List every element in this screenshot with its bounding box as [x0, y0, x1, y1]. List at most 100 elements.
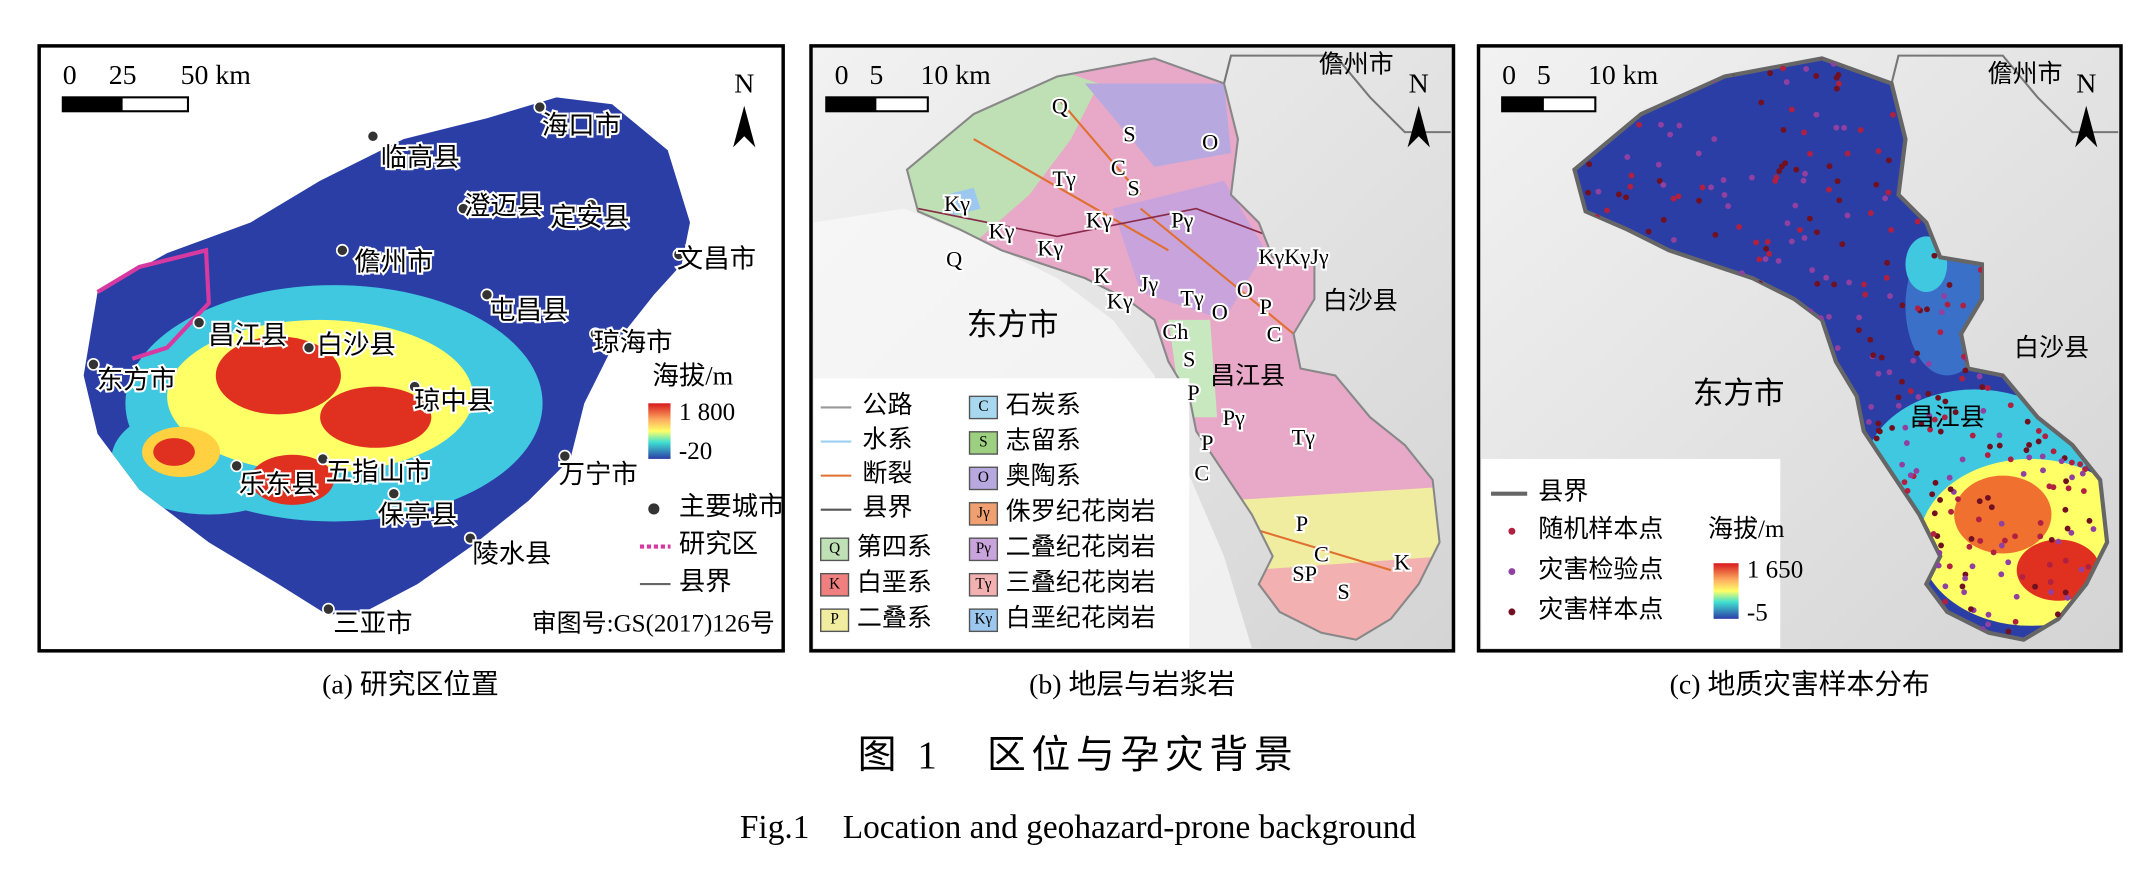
- city-dot: [302, 341, 316, 355]
- unit-label: P: [1296, 511, 1308, 536]
- sample-point: [1926, 412, 1933, 419]
- city-label: 保亭县: [378, 499, 457, 529]
- sample-point: [2055, 538, 2062, 545]
- legend-title: 海拔/m: [1708, 515, 1785, 543]
- sample-point: [2005, 559, 2012, 566]
- unit-label: S: [1337, 579, 1349, 604]
- study-area: [96, 247, 211, 361]
- legend-swatch: [968, 431, 999, 455]
- sample-point: [2040, 467, 2046, 474]
- sample-point: [2032, 583, 2038, 590]
- sample-point: [1721, 192, 1728, 198]
- unit-label: Tγ: [1292, 425, 1316, 450]
- sample-point: [1961, 589, 1968, 596]
- north-arrow: [733, 105, 756, 148]
- sample-point: [1915, 393, 1922, 400]
- sample-point: [1899, 302, 1906, 309]
- sample-point: [2077, 461, 2084, 468]
- unit-label: C: [1267, 322, 1282, 347]
- sample-point: [1987, 443, 1993, 450]
- legend-swatch: [968, 466, 999, 491]
- scale-label: 50 km: [181, 60, 252, 91]
- sample-point: [1888, 226, 1895, 233]
- unit-label: K: [1094, 263, 1110, 288]
- sample-point: [1998, 571, 2005, 578]
- unit-label: P: [1187, 380, 1199, 405]
- sample-point: [2062, 557, 2069, 564]
- sample-point: [1736, 224, 1743, 230]
- unit-label: Jγ: [1140, 272, 1159, 297]
- sample-point: [1941, 293, 1948, 299]
- sample-point: [1660, 182, 1667, 188]
- sample-point: [2085, 563, 2092, 570]
- sample-point: [1952, 409, 1959, 416]
- legend-code: Jγ: [977, 504, 990, 521]
- sample-point: [2013, 593, 2020, 600]
- unit-label: S: [1183, 347, 1195, 372]
- city-dot: [456, 202, 470, 215]
- sample-point: [2065, 485, 2072, 492]
- sample-point: [2024, 418, 2031, 425]
- sample-point: [2078, 566, 2085, 573]
- sample-point: [2062, 506, 2069, 513]
- legend-code: K: [829, 575, 840, 592]
- scale-label: 0: [63, 60, 77, 91]
- sample-point: [2069, 474, 2075, 481]
- place-label: 儋州市: [1319, 51, 1394, 79]
- unit-label: KγKγJγ: [1258, 244, 1328, 269]
- sample-point: [1947, 486, 1954, 493]
- sample-point: [2007, 402, 2014, 409]
- sample-point: [1793, 166, 1800, 173]
- north-label: N: [1409, 69, 1429, 100]
- city-label: 昌江县: [208, 320, 287, 350]
- sample-point: [1831, 281, 1838, 288]
- sample-point: [1823, 274, 1830, 281]
- sample-point: [1792, 202, 1799, 209]
- legend-code: Kγ: [975, 611, 993, 628]
- sample-point: [1944, 301, 1951, 308]
- place-label: 白沙县: [1323, 287, 1398, 315]
- sample-point: [1801, 129, 1807, 136]
- sample-point: [1959, 583, 1966, 590]
- city-dot: [463, 531, 477, 545]
- sample-point: [1813, 111, 1820, 118]
- legend-dot: [1508, 608, 1516, 616]
- sample-point: [1931, 252, 1938, 259]
- city-label: 三亚市: [333, 608, 412, 638]
- sample-point: [1984, 494, 1991, 501]
- place-label: 昌江县: [1910, 404, 1985, 432]
- sample-point: [2035, 428, 2042, 434]
- unit-label: C: [1194, 461, 1209, 486]
- sample-point: [2048, 589, 2054, 596]
- sample-point: [1784, 220, 1791, 227]
- city-dot: [316, 452, 330, 466]
- colorbar: [648, 403, 671, 459]
- legend-label: 石炭系: [1006, 391, 1081, 419]
- scale-label: 10 km: [920, 60, 991, 91]
- sample-point: [2042, 433, 2049, 440]
- sample-point: [1645, 228, 1652, 235]
- legend-label: 二叠系: [857, 604, 932, 632]
- sample-point: [1655, 161, 1662, 168]
- legend-code: C: [978, 398, 988, 415]
- sample-point: [1937, 428, 1944, 435]
- scale-bar: [1502, 97, 1544, 112]
- sample-point: [1884, 259, 1891, 266]
- sample-point: [1670, 195, 1677, 202]
- sample-point: [1960, 302, 1967, 309]
- sample-point: [1902, 424, 1909, 431]
- sample-point: [1695, 150, 1702, 157]
- sample-point: [1708, 184, 1714, 191]
- sample-point: [1855, 327, 1862, 334]
- scale-bar: [826, 97, 877, 112]
- legend-label: 白垩系: [857, 569, 932, 597]
- unit-label: C: [1314, 541, 1329, 566]
- north-label: N: [2076, 69, 2096, 100]
- sample-point: [1788, 106, 1795, 113]
- sample-point: [2020, 471, 2027, 477]
- sample-point: [1814, 229, 1820, 236]
- legend-code: O: [978, 469, 989, 486]
- legend-swatch: [820, 572, 850, 597]
- sample-point: [1887, 293, 1893, 299]
